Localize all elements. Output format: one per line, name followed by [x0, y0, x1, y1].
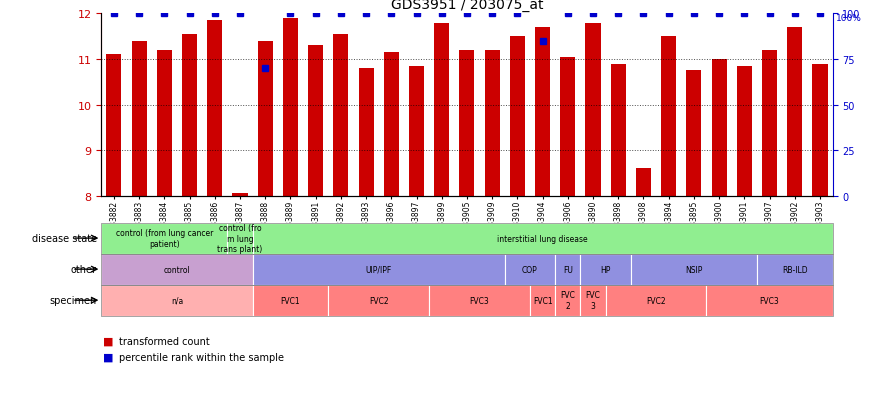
Text: percentile rank within the sample: percentile rank within the sample: [119, 352, 284, 362]
Text: FVC1: FVC1: [281, 296, 300, 305]
Text: FVC2: FVC2: [647, 296, 666, 305]
Bar: [686, 71, 701, 196]
Text: RB-ILD: RB-ILD: [782, 265, 808, 274]
Text: control (from lung cancer
patient): control (from lung cancer patient): [115, 229, 213, 248]
Bar: [283, 19, 298, 196]
Text: ■: ■: [103, 336, 114, 346]
Bar: [787, 28, 803, 196]
Text: control: control: [164, 265, 190, 274]
Bar: [510, 37, 525, 196]
Text: interstitial lung disease: interstitial lung disease: [497, 234, 588, 243]
Text: HP: HP: [601, 265, 611, 274]
Bar: [757, 254, 833, 285]
Text: FVC3: FVC3: [470, 296, 490, 305]
Bar: [605, 285, 707, 316]
Bar: [359, 69, 374, 196]
Text: NSIP: NSIP: [685, 265, 702, 274]
Text: other: other: [70, 264, 97, 275]
Bar: [530, 285, 555, 316]
Bar: [131, 42, 147, 196]
Bar: [384, 53, 399, 196]
Bar: [227, 223, 253, 254]
Bar: [409, 66, 424, 196]
Bar: [535, 28, 550, 196]
Bar: [101, 285, 253, 316]
Bar: [586, 24, 601, 196]
Bar: [459, 51, 475, 196]
Text: UIP/IPF: UIP/IPF: [366, 265, 392, 274]
Text: FVC3: FVC3: [759, 296, 780, 305]
Text: FVC
2: FVC 2: [560, 291, 575, 310]
Text: COP: COP: [522, 265, 537, 274]
Bar: [636, 169, 651, 196]
Bar: [253, 223, 833, 254]
Bar: [560, 57, 575, 196]
Bar: [712, 60, 727, 196]
Bar: [308, 46, 323, 196]
Text: control (fro
m lung
trans plant): control (fro m lung trans plant): [218, 224, 263, 253]
Bar: [581, 254, 631, 285]
Bar: [661, 37, 677, 196]
Bar: [737, 66, 751, 196]
Bar: [762, 51, 777, 196]
Bar: [555, 285, 581, 316]
Bar: [233, 194, 248, 196]
Bar: [581, 285, 605, 316]
Text: transformed count: transformed count: [119, 336, 210, 346]
Text: ■: ■: [103, 352, 114, 362]
Bar: [485, 51, 500, 196]
Bar: [207, 21, 222, 196]
Text: specimen: specimen: [49, 295, 97, 306]
Bar: [107, 55, 122, 196]
Text: FVC1: FVC1: [533, 296, 552, 305]
Bar: [429, 285, 530, 316]
Text: disease state: disease state: [32, 233, 97, 244]
Title: GDS3951 / 203075_at: GDS3951 / 203075_at: [390, 0, 544, 12]
Bar: [611, 64, 626, 196]
Bar: [182, 35, 197, 196]
Bar: [333, 35, 348, 196]
Text: FU: FU: [563, 265, 573, 274]
Bar: [101, 223, 227, 254]
Text: FVC2: FVC2: [369, 296, 389, 305]
Bar: [812, 64, 827, 196]
Text: FVC
3: FVC 3: [586, 291, 601, 310]
Bar: [257, 42, 273, 196]
Bar: [555, 254, 581, 285]
Bar: [505, 254, 555, 285]
Bar: [329, 285, 429, 316]
Bar: [253, 254, 505, 285]
Bar: [707, 285, 833, 316]
Bar: [631, 254, 757, 285]
Text: 100%: 100%: [836, 14, 862, 24]
Bar: [157, 51, 172, 196]
Text: n/a: n/a: [171, 296, 183, 305]
Bar: [101, 254, 253, 285]
Bar: [434, 24, 449, 196]
Bar: [253, 285, 329, 316]
